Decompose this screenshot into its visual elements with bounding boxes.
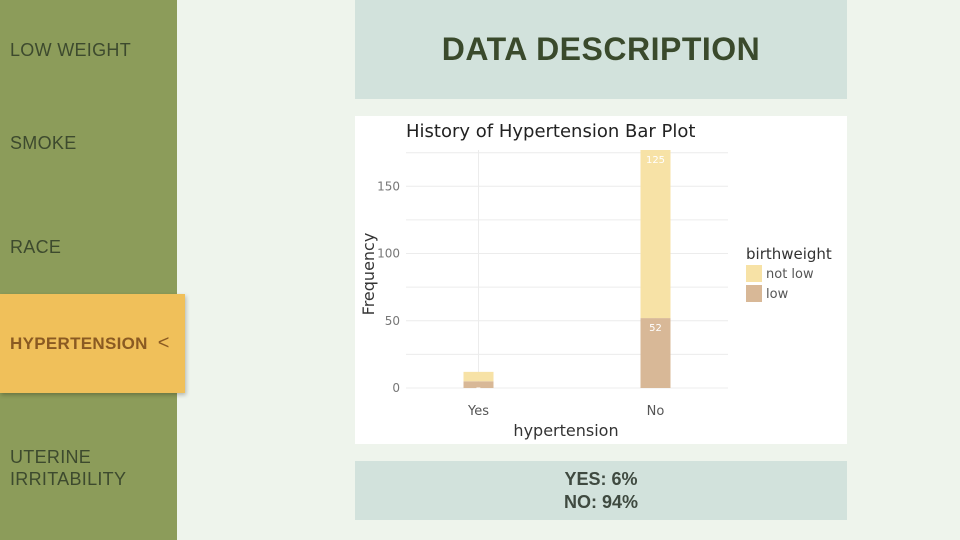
stat-yes: YES: 6% (564, 468, 638, 489)
stat-no: NO: 94% (563, 491, 639, 512)
sidebar-item-label: SMOKE (10, 132, 77, 153)
sidebar-item-label: UTERINE IRRITABILITY (10, 447, 127, 489)
bar-low (640, 318, 671, 388)
y-axis-label: Frequency (359, 233, 378, 316)
y-tick-label: 0 (392, 381, 400, 395)
sidebar-item-race[interactable]: RACE (0, 223, 177, 271)
sidebar-item-label: LOW WEIGHT (10, 39, 131, 60)
y-tick-label: 100 (377, 247, 400, 261)
x-axis-label: hypertension (513, 421, 618, 440)
chart-card: History of Hypertension Bar Plot Frequen… (355, 116, 847, 444)
data-label: 52 (649, 323, 662, 334)
chart-title: History of Hypertension Bar Plot (406, 121, 695, 142)
x-tick-label: Yes (467, 404, 489, 419)
page-title: DATA DESCRIPTION (441, 31, 761, 67)
y-tick-label: 150 (377, 179, 400, 193)
y-tick-label: 50 (385, 314, 400, 328)
x-tick-label: No (647, 404, 665, 419)
legend-label: low (766, 287, 789, 302)
bar-low (463, 381, 494, 388)
stats-summary: YES: 6% NO: 94% (355, 461, 847, 520)
sidebar-item-hypertension[interactable]: HYPERTENSION < (0, 294, 185, 393)
bar-not-low (640, 150, 671, 319)
sidebar-item-label: RACE (10, 236, 62, 257)
title-banner: DATA DESCRIPTION (355, 0, 847, 99)
sidebar-item-uterine-irritability[interactable]: UTERINE IRRITABILITY (0, 444, 150, 492)
sidebar: LOW WEIGHT SMOKE RACE HYPERTENSION < UTE… (0, 0, 185, 540)
data-label: 125 (646, 155, 665, 166)
chevron-left-icon: < (157, 332, 170, 354)
bar-not-low (463, 371, 494, 382)
sidebar-item-label: HYPERTENSION (10, 333, 148, 353)
data-label: 5 (475, 386, 481, 397)
legend-swatch (746, 285, 762, 302)
bar-chart: History of Hypertension Bar Plot Frequen… (359, 121, 832, 440)
sidebar-item-low-weight[interactable]: LOW WEIGHT (0, 26, 177, 74)
sidebar-item-smoke[interactable]: SMOKE (0, 119, 177, 167)
legend-swatch (746, 265, 762, 282)
legend-title: birthweight (746, 245, 832, 263)
legend-label: not low (766, 267, 814, 282)
